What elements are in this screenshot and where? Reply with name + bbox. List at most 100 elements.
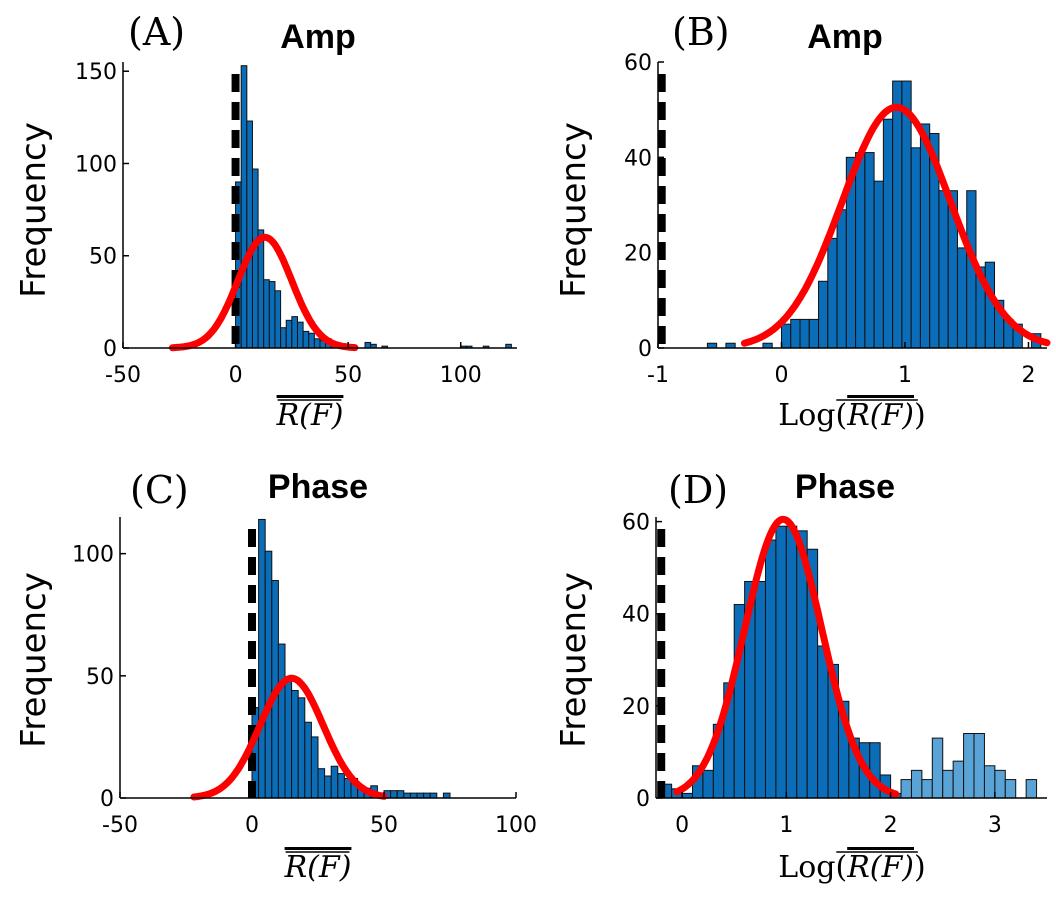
x-axis-label-main: R(F) xyxy=(284,850,352,885)
histogram-bar xyxy=(258,518,266,799)
y-tick-label: 0 xyxy=(636,787,650,812)
histogram-bar xyxy=(284,680,293,799)
gaussian-fit-curve xyxy=(673,515,900,798)
histogram-bar-secondary xyxy=(1025,779,1038,799)
histogram-bar-secondary xyxy=(973,733,985,799)
y-tick-label: 60 xyxy=(624,51,652,76)
gaussian-fit-curve xyxy=(740,103,1051,347)
histogram-bar xyxy=(790,318,801,349)
histogram-bar xyxy=(702,769,714,799)
y-tick-label: 40 xyxy=(624,146,652,171)
histogram-bar xyxy=(337,773,345,799)
x-axis-label-main: R(F) xyxy=(846,398,914,433)
y-tick-label: 20 xyxy=(622,695,650,720)
y-axis-label: Frequency xyxy=(554,122,594,298)
histogram-bar xyxy=(364,341,372,349)
histogram-bar xyxy=(235,181,242,349)
histogram-bar xyxy=(869,742,881,799)
histogram-bar xyxy=(280,327,287,349)
histogram-bar-secondary xyxy=(910,769,923,799)
histogram-bar xyxy=(910,147,921,349)
histogram-bar xyxy=(285,319,293,349)
histogram-bar xyxy=(938,190,949,349)
histogram-bar xyxy=(836,209,847,349)
gaussian-fit-curve xyxy=(190,674,388,801)
histogram-bar xyxy=(264,550,273,799)
x-axis-label-paren-close: ) xyxy=(914,850,926,885)
histogram-bar xyxy=(785,525,798,799)
histogram-bar xyxy=(827,237,838,349)
histogram-bar xyxy=(817,645,829,799)
y-tick-label: 0 xyxy=(638,337,652,362)
x-axis-label-prefix: Log xyxy=(778,850,835,885)
histogram-bar xyxy=(855,152,866,349)
y-tick-label: 150 xyxy=(75,60,117,85)
histogram-bar xyxy=(892,80,903,349)
x-tick-label: 100 xyxy=(495,813,537,838)
x-axis-label: R(F) xyxy=(276,398,344,433)
histogram-bar xyxy=(268,281,276,349)
histogram-bar xyxy=(291,689,299,799)
x-axis-label: R(F) xyxy=(284,850,352,885)
histogram-bar xyxy=(291,316,298,349)
histogram-bar xyxy=(818,280,829,349)
histogram-bar xyxy=(296,321,304,349)
x-tick-label: 50 xyxy=(334,363,362,388)
histogram-bar xyxy=(246,120,253,349)
histogram-bar xyxy=(251,168,259,349)
histogram-bar xyxy=(799,318,810,349)
histogram-bar xyxy=(808,318,820,349)
y-tick-label: 100 xyxy=(75,152,117,177)
histogram-bar xyxy=(308,332,315,349)
histogram-bar xyxy=(780,323,792,349)
y-tick-label: 0 xyxy=(103,337,117,362)
y-tick-label: 50 xyxy=(86,665,114,690)
x-axis-label-paren-open: ( xyxy=(835,398,847,433)
x-axis-label-paren-close: ) xyxy=(914,398,926,433)
x-axis-label-main: R(F) xyxy=(846,850,914,885)
histogram-bar xyxy=(901,80,912,349)
histogram-bar xyxy=(302,330,310,349)
histogram-bar xyxy=(882,118,894,349)
panel-label: (A) xyxy=(128,10,185,54)
panel-label: (D) xyxy=(668,468,728,512)
panel-label: (C) xyxy=(130,468,189,512)
y-tick-label: 0 xyxy=(100,787,114,812)
histogram-bar xyxy=(324,775,332,799)
histogram-bar-secondary xyxy=(900,779,912,799)
panel-title: Phase xyxy=(268,468,368,506)
x-tick-label: -1 xyxy=(647,363,669,388)
x-tick-label: -50 xyxy=(105,363,141,388)
panel-title: Amp xyxy=(280,18,356,56)
histogram-bar xyxy=(277,643,286,799)
x-tick-label: -50 xyxy=(102,813,138,838)
y-tick-label: 20 xyxy=(624,242,652,267)
histogram-bar xyxy=(317,768,326,799)
histogram-bar-secondary xyxy=(942,769,954,799)
histogram-bar-secondary xyxy=(994,769,1006,799)
y-tick-label: 100 xyxy=(72,543,114,568)
gaussian-fit-curve xyxy=(169,233,359,352)
histogram-bar xyxy=(873,180,884,349)
histogram-bar xyxy=(304,721,312,799)
histogram-bar xyxy=(754,580,766,799)
histogram-bar xyxy=(919,123,931,349)
panel-title: Amp xyxy=(807,18,883,56)
x-tick-label: 0 xyxy=(229,363,243,388)
histogram-bar xyxy=(257,229,265,349)
histogram-bar xyxy=(956,247,968,349)
y-tick-label: 50 xyxy=(89,245,117,270)
y-axis-label: Frequency xyxy=(14,122,54,298)
histogram-bar-secondary xyxy=(1004,779,1017,799)
x-axis-label-main: R(F) xyxy=(276,398,344,433)
x-tick-label: 0 xyxy=(245,813,259,838)
x-tick-label: 0 xyxy=(675,813,689,838)
histogram-bar xyxy=(396,790,405,799)
x-tick-label: 2 xyxy=(1021,363,1035,388)
histogram-bar-secondary xyxy=(931,737,944,799)
x-tick-label: 50 xyxy=(370,813,398,838)
y-tick-label: 60 xyxy=(622,511,650,536)
